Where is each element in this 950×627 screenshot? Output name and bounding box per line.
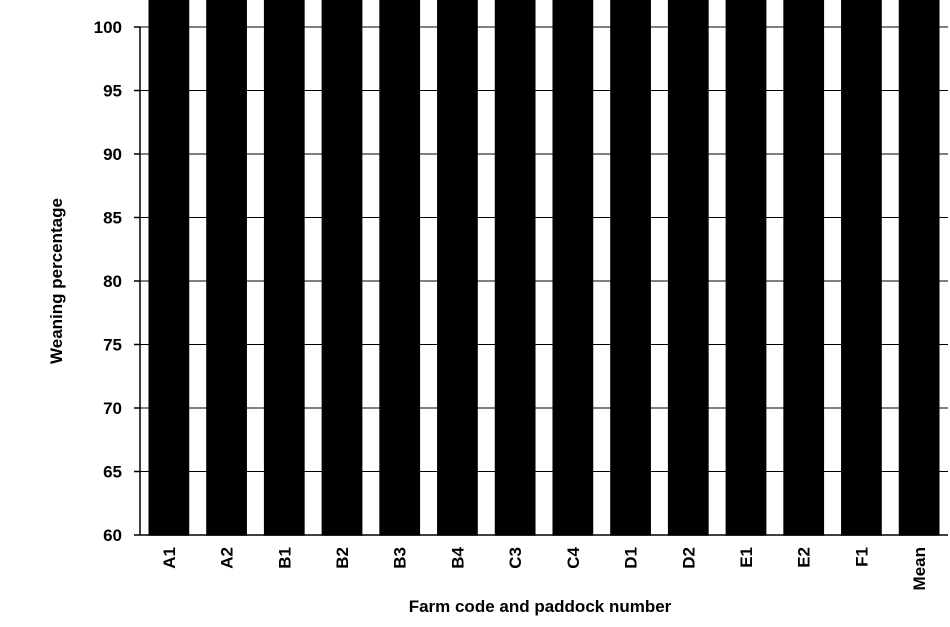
x-tick-label: D1: [622, 547, 641, 569]
bar-segment: [263, 0, 305, 536]
y-axis-title: Weaning percentage: [47, 198, 66, 364]
x-tick-label: A1: [160, 547, 179, 569]
x-axis-title: Farm code and paddock number: [409, 597, 672, 616]
y-tick-label: 95: [103, 82, 122, 101]
bar-segment: [725, 0, 767, 536]
x-tick-label: B3: [391, 547, 410, 569]
bar-segment: [610, 0, 651, 536]
x-tick-label: A2: [218, 547, 237, 569]
y-tick-label: 75: [103, 336, 122, 355]
bar-segment: [841, 0, 882, 536]
bar-segment: [148, 0, 190, 536]
y-tick-label: 90: [103, 145, 122, 164]
x-tick-label: D2: [679, 547, 698, 569]
bar-segment: [494, 0, 536, 536]
x-tick-label: Mean: [910, 547, 929, 590]
bar-segment: [437, 0, 478, 536]
bar-segment: [552, 0, 594, 536]
x-tick-label: C3: [506, 547, 525, 569]
bar-segment: [898, 0, 940, 536]
y-tick-label: 80: [103, 272, 122, 291]
x-tick-label: B2: [333, 547, 352, 569]
x-tick-label: C4: [564, 546, 583, 568]
y-tick-label: 100: [94, 18, 122, 37]
x-tick-label: B1: [275, 547, 294, 569]
y-tick-label: 60: [103, 526, 122, 545]
x-tick-label: E1: [737, 547, 756, 568]
x-tick-label: F1: [852, 547, 871, 567]
y-tick-label: 85: [103, 209, 122, 228]
x-tick-label: E2: [795, 547, 814, 568]
y-tick-label: 65: [103, 463, 122, 482]
bar-segment: [379, 0, 421, 536]
bar-segment: [667, 0, 709, 536]
bar-segment: [321, 0, 363, 536]
x-tick-label: B4: [448, 546, 467, 568]
bar-segment: [783, 0, 825, 536]
y-tick-label: 70: [103, 399, 122, 418]
bar-segment: [206, 0, 247, 536]
